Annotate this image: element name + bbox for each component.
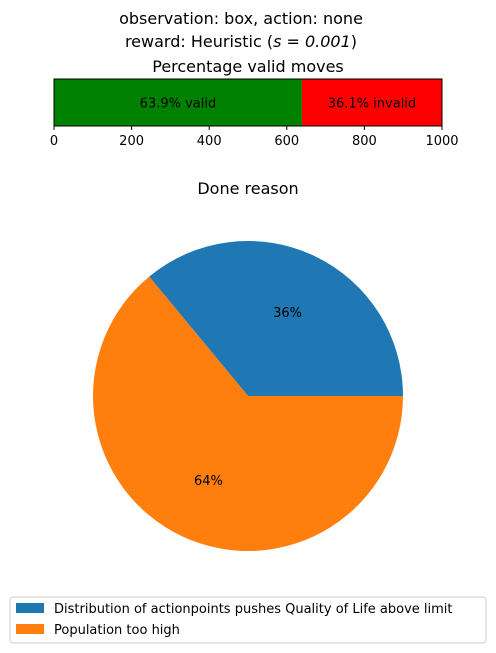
x-tick-label-4: 800 (352, 134, 377, 149)
x-tick-label-0: 0 (50, 134, 58, 149)
x-tick-label-2: 400 (197, 134, 222, 149)
pie-slice-1 (149, 240, 403, 396)
pie-slice-label-1: 36% (273, 306, 302, 321)
x-tick-label-1: 200 (119, 134, 144, 149)
bar-segment-1 (54, 79, 302, 126)
x-tick-label-5: 1000 (425, 134, 458, 149)
bar-chart-title: Percentage valid moves (152, 57, 344, 76)
pie-chart: 36% 64% (92, 240, 404, 551)
pie-chart-title: Done reason (197, 179, 298, 198)
pie-slice-2 (92, 276, 404, 551)
figure-title-line2: reward: Heuristic (s = 0.001) (125, 32, 357, 51)
bar-segment-label-1: 63.9% valid (140, 97, 217, 112)
pie-slice-label-2: 64% (194, 474, 223, 489)
legend-label-1: Distribution of actionpoints pushes Qual… (54, 602, 453, 617)
legend-swatch-2 (16, 624, 44, 634)
bar-segment-2 (301, 79, 442, 126)
x-tick-label-3: 600 (274, 134, 299, 149)
bar-frame (53, 78, 443, 127)
figure-title-line1: observation: box, action: none (119, 9, 363, 28)
bar-chart: 63.9% valid 36.1% invalid 0 200 400 600 800 10… (50, 78, 459, 149)
legend: Distribution of actionpoints pushes Qual… (9, 596, 487, 644)
legend-frame (9, 596, 487, 644)
legend-label-2: Population too high (54, 623, 180, 638)
legend-swatch-1 (16, 603, 44, 613)
bar-segment-label-2: 36.1% invalid (328, 97, 416, 112)
